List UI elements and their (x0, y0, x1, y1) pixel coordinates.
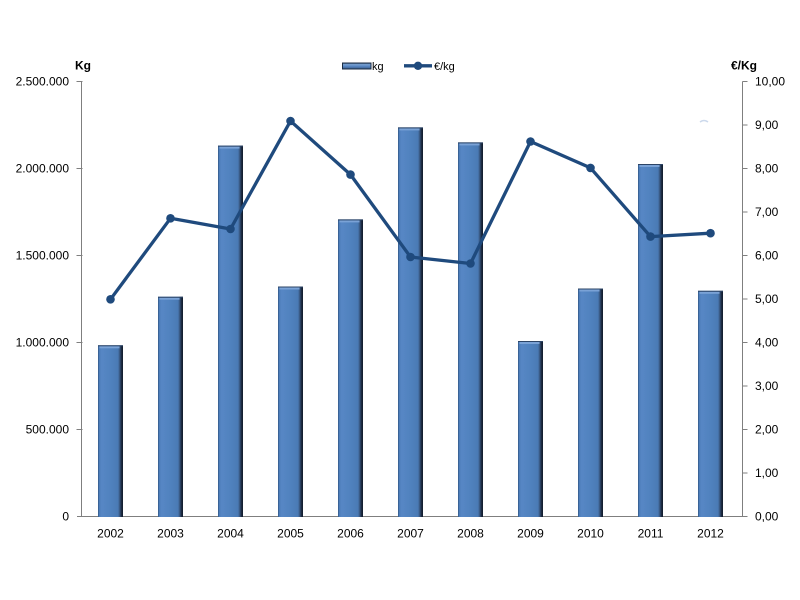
svg-text:2004: 2004 (217, 527, 244, 541)
svg-text:€/Kg: €/Kg (731, 59, 757, 73)
svg-text:1.000.000: 1.000.000 (16, 336, 70, 350)
svg-text:10,00: 10,00 (755, 75, 785, 89)
svg-text:3,00: 3,00 (755, 379, 779, 393)
svg-text:0: 0 (62, 510, 69, 524)
svg-text:500.000: 500.000 (26, 423, 70, 437)
svg-text:2005: 2005 (277, 527, 304, 541)
svg-text:2010: 2010 (577, 527, 604, 541)
svg-text:2012: 2012 (697, 527, 724, 541)
svg-text:8,00: 8,00 (755, 162, 779, 176)
svg-text:6,00: 6,00 (755, 249, 779, 263)
svg-text:1,00: 1,00 (755, 466, 779, 480)
svg-text:2007: 2007 (397, 527, 424, 541)
svg-text:Kg: Kg (75, 59, 91, 73)
svg-text:0,00: 0,00 (755, 510, 779, 524)
svg-text:€/kg: €/kg (434, 61, 455, 73)
svg-text:1.500.000: 1.500.000 (16, 249, 70, 263)
svg-text:7,00: 7,00 (755, 205, 779, 219)
svg-text:2.000.000: 2.000.000 (16, 162, 70, 176)
svg-text:2009: 2009 (517, 527, 544, 541)
svg-text:kg: kg (372, 61, 384, 73)
svg-text:2011: 2011 (638, 527, 664, 541)
svg-text:4,00: 4,00 (755, 336, 779, 350)
svg-text:2003: 2003 (157, 527, 184, 541)
svg-text:5,00: 5,00 (755, 292, 779, 306)
svg-text:2,00: 2,00 (755, 423, 779, 437)
svg-text:2002: 2002 (97, 527, 124, 541)
svg-text:2.500.000: 2.500.000 (16, 75, 70, 89)
svg-text:2008: 2008 (457, 527, 484, 541)
svg-text:9,00: 9,00 (755, 118, 779, 132)
svg-text:2006: 2006 (337, 527, 364, 541)
